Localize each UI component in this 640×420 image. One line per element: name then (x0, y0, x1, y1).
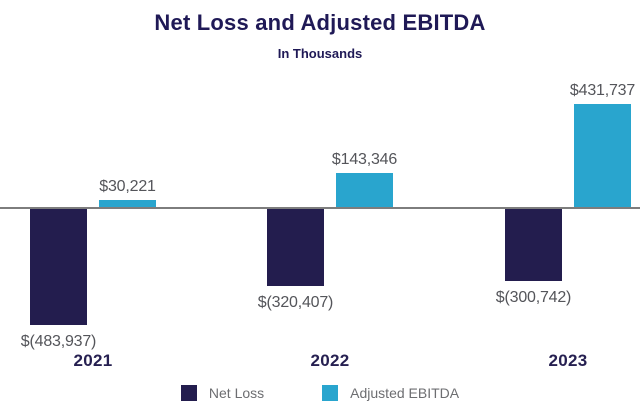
chart-subtitle: In Thousands (277, 46, 363, 61)
legend-item-net-loss: Net Loss (180, 385, 265, 401)
adjusted-ebitda-swatch (322, 385, 339, 401)
bar-adjusted-ebitda-2022 (336, 172, 393, 207)
bar-adjusted-ebitda-2023 (574, 103, 631, 207)
legend-label-adjusted-ebitda: Adjusted EBITDA (350, 385, 460, 401)
plot-area: $(483,937) $30,221 2021 $(320,407) $143,346 2… (0, 81, 640, 370)
bar-adjusted-ebitda-2021 (99, 199, 156, 207)
legend: Net Loss Adjusted EBITDA (0, 385, 640, 401)
legend-label-net-loss: Net Loss (208, 385, 265, 401)
chart-title: Net Loss and Adjusted EBITDA (154, 10, 486, 35)
value-label-net-loss-2023: $(300,742) (495, 288, 572, 306)
value-label-adjusted-ebitda-2023: $431,737 (569, 81, 636, 99)
category-label-2023: 2023 (548, 351, 588, 370)
bar-net-loss-2022 (267, 209, 324, 286)
zero-axis-line (0, 207, 640, 209)
category-label-2021: 2021 (73, 351, 113, 370)
value-label-net-loss-2022: $(320,407) (257, 293, 334, 311)
category-label-2022: 2022 (310, 351, 350, 370)
bar-net-loss-2021 (30, 209, 87, 325)
bar-net-loss-2023 (505, 209, 562, 281)
value-label-net-loss-2021: $(483,937) (20, 332, 97, 350)
value-label-adjusted-ebitda-2022: $143,346 (331, 150, 398, 168)
legend-item-adjusted-ebitda: Adjusted EBITDA (322, 385, 459, 401)
value-label-adjusted-ebitda-2021: $30,221 (99, 177, 156, 195)
net-loss-swatch (180, 385, 197, 401)
